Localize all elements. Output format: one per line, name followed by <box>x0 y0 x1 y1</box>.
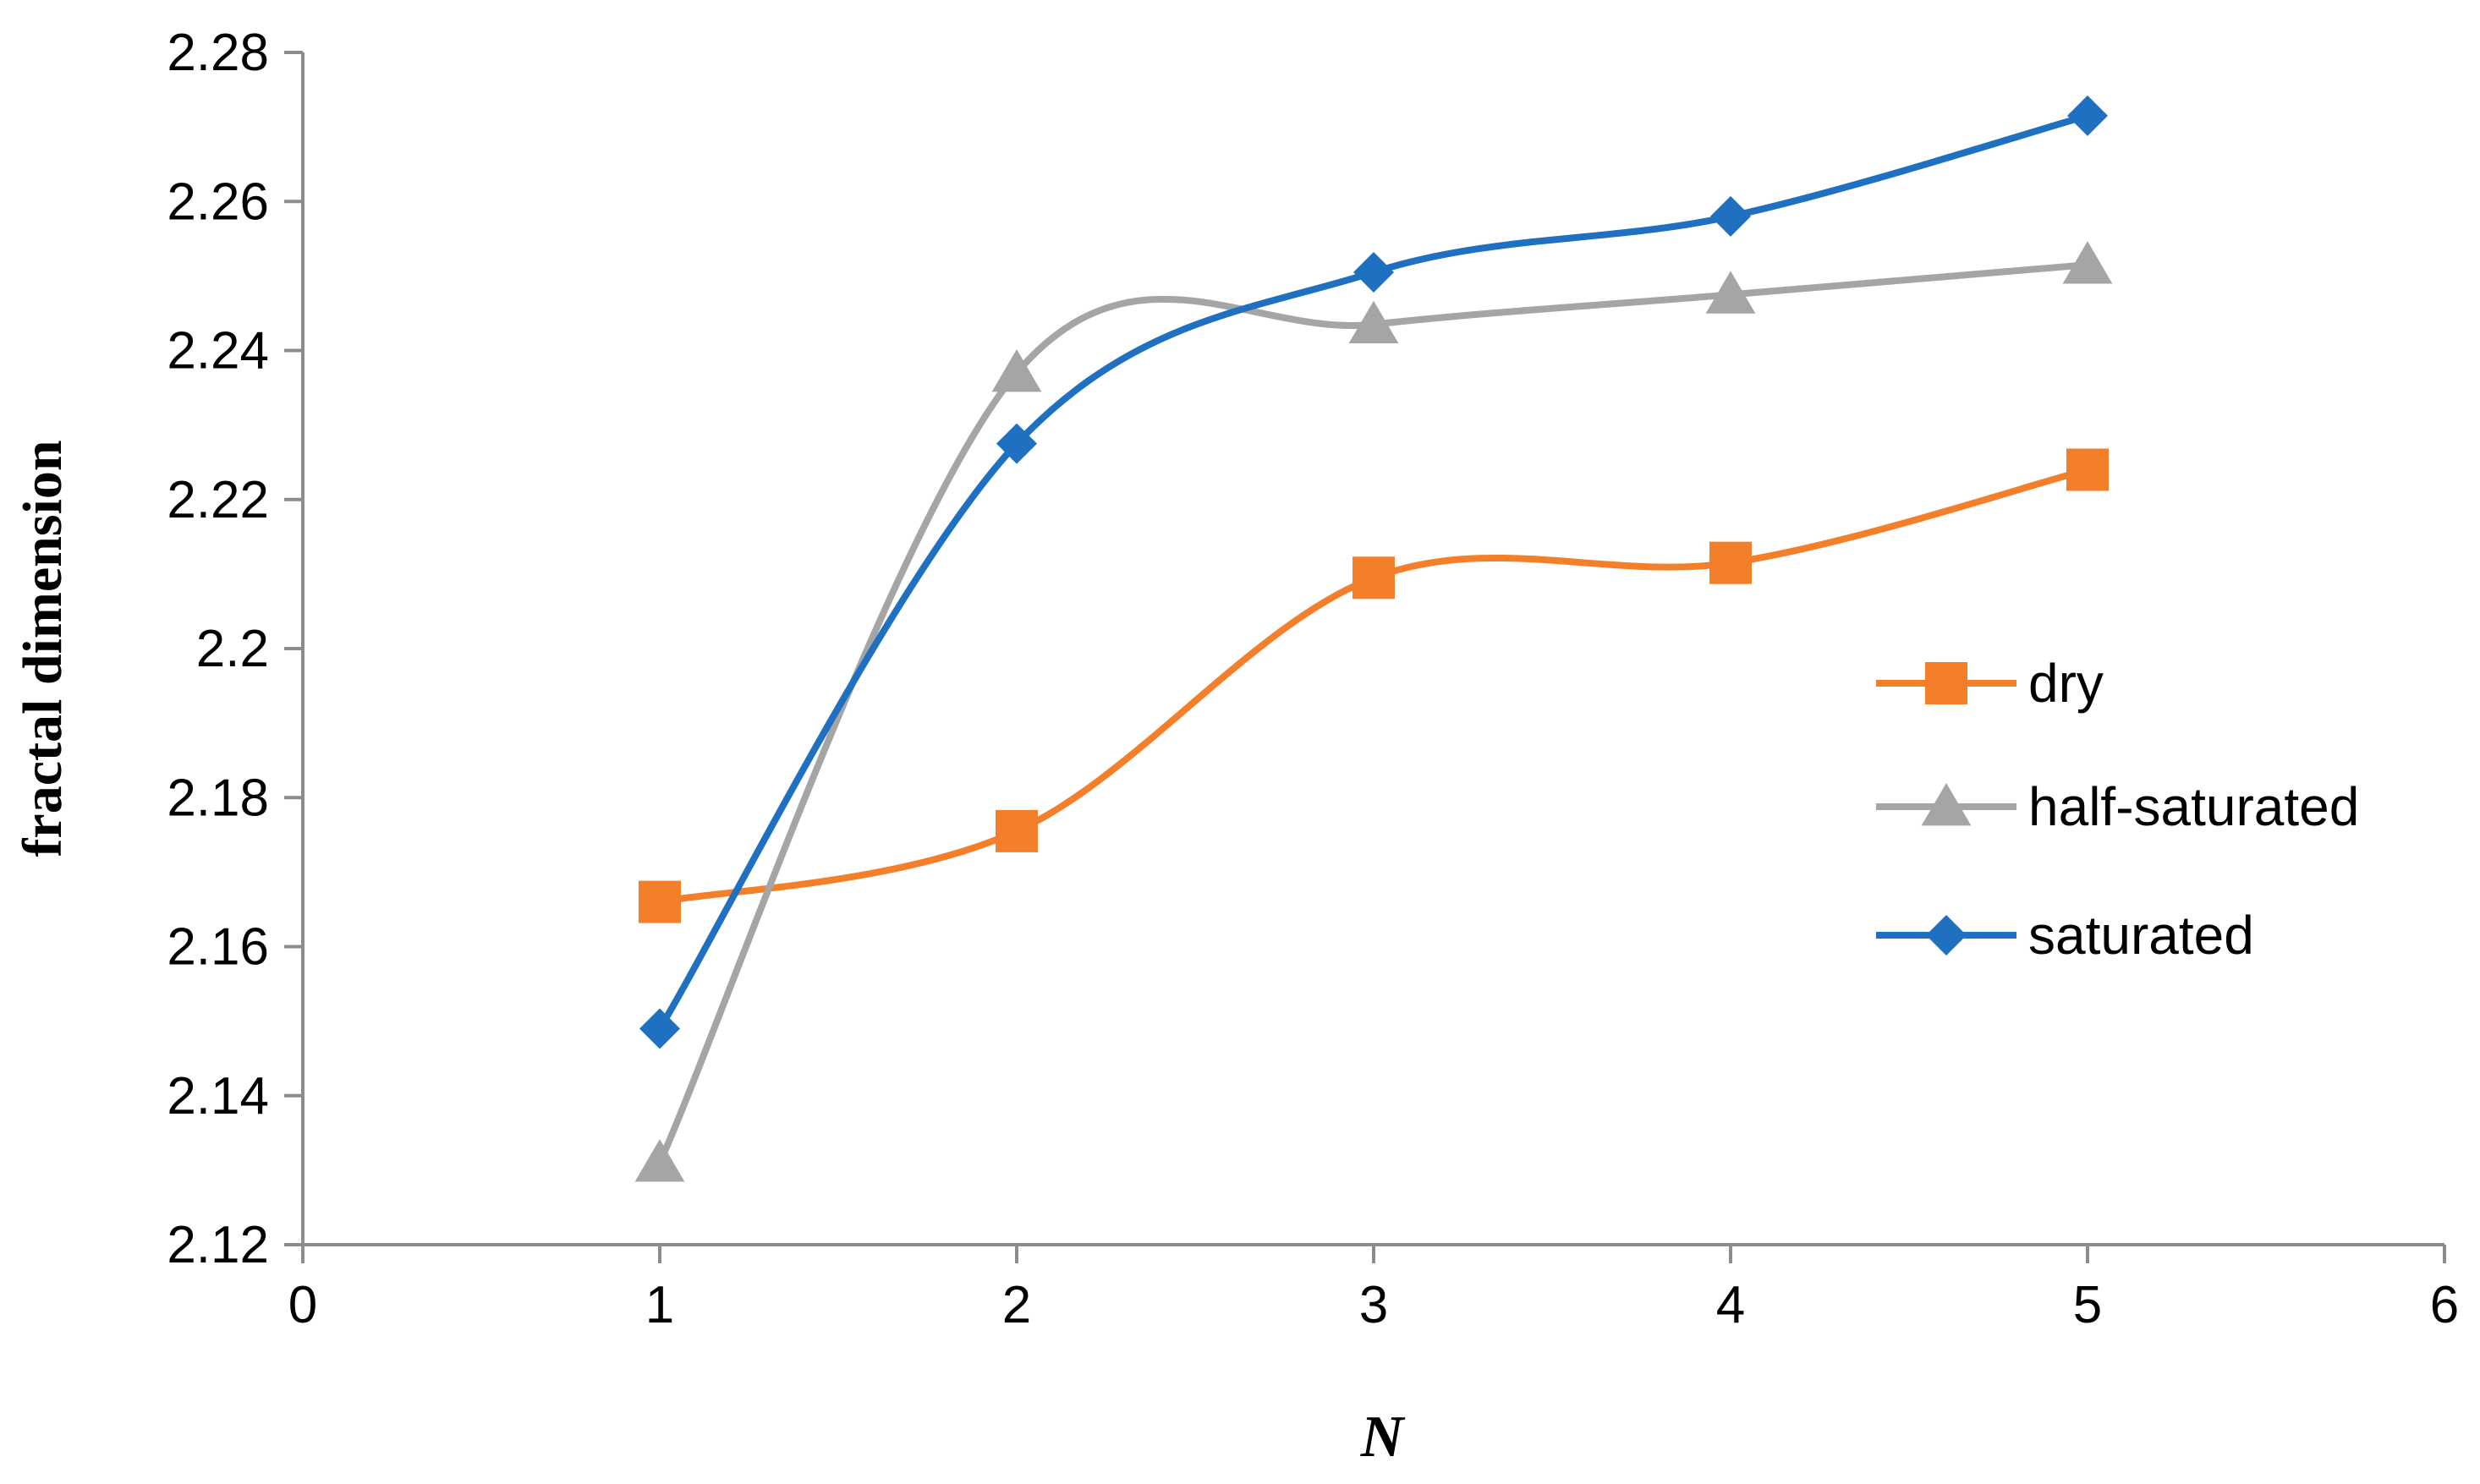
data-point-half-saturated <box>1705 271 1756 314</box>
x-tick-label: 0 <box>288 1276 317 1334</box>
x-tick-label: 3 <box>1359 1276 1388 1334</box>
x-tick-label: 5 <box>2073 1276 2102 1334</box>
y-tick-label: 2.26 <box>167 172 269 231</box>
y-tick-label: 2.28 <box>167 24 269 82</box>
data-point-dry <box>1709 541 1752 584</box>
data-point-saturated <box>639 1008 680 1049</box>
data-point-half-saturated <box>991 348 1042 392</box>
legend-marker-dry <box>1925 662 1967 704</box>
y-tick-label: 2.24 <box>167 322 269 381</box>
data-point-half-saturated <box>634 1139 685 1182</box>
y-tick-label: 2.2 <box>196 620 269 678</box>
x-tick-label: 2 <box>1002 1276 1031 1334</box>
data-point-half-saturated <box>1348 300 1399 344</box>
legend-marker-saturated <box>1926 915 1967 956</box>
x-axis-title: N <box>1360 1405 1406 1470</box>
y-tick-label: 2.18 <box>167 769 269 827</box>
series-half-saturated <box>634 241 2113 1182</box>
series-dry <box>639 448 2109 923</box>
legend-item-dry: dry <box>1876 653 2104 714</box>
data-point-saturated <box>1710 195 1751 237</box>
x-tick-label: 4 <box>1716 1276 1745 1334</box>
y-tick-label: 2.22 <box>167 471 269 529</box>
legend: dry half-saturated saturated <box>1876 653 2359 966</box>
data-point-dry <box>996 809 1038 852</box>
legend-item-half-saturated: half-saturated <box>1876 776 2359 837</box>
data-point-dry <box>1352 556 1395 600</box>
x-tick-label: 6 <box>2430 1276 2459 1334</box>
legend-label: half-saturated <box>2028 776 2359 837</box>
y-tick-label: 2.16 <box>167 918 269 977</box>
data-point-saturated <box>996 423 1037 464</box>
axes <box>301 52 2444 1246</box>
x-axis-ticks: 0 1 2 3 4 5 6 <box>288 1245 2459 1334</box>
y-axis-ticks: 2.12 2.14 2.16 2.18 2.2 2.22 2.24 2.26 2.28 <box>167 24 303 1274</box>
y-tick-label: 2.12 <box>167 1216 269 1274</box>
legend-item-saturated: saturated <box>1876 905 2254 966</box>
data-point-dry <box>639 880 681 923</box>
series-line-saturated <box>656 112 2091 1032</box>
legend-label: dry <box>2028 653 2104 714</box>
series-line-dry <box>656 466 2091 906</box>
y-tick-label: 2.14 <box>167 1067 269 1125</box>
legend-marker-half-saturated <box>1921 783 1972 826</box>
series-layer <box>634 95 2113 1182</box>
x-tick-label: 1 <box>645 1276 674 1334</box>
series-saturated <box>639 95 2108 1049</box>
data-point-half-saturated <box>2062 241 2113 284</box>
data-point-saturated <box>2067 95 2108 136</box>
data-point-dry <box>2066 448 2109 491</box>
data-point-saturated <box>1353 251 1394 293</box>
y-axis-title: fractal dimension <box>12 440 74 857</box>
series-line-half-saturated <box>656 261 2091 1167</box>
legend-label: saturated <box>2028 905 2254 966</box>
